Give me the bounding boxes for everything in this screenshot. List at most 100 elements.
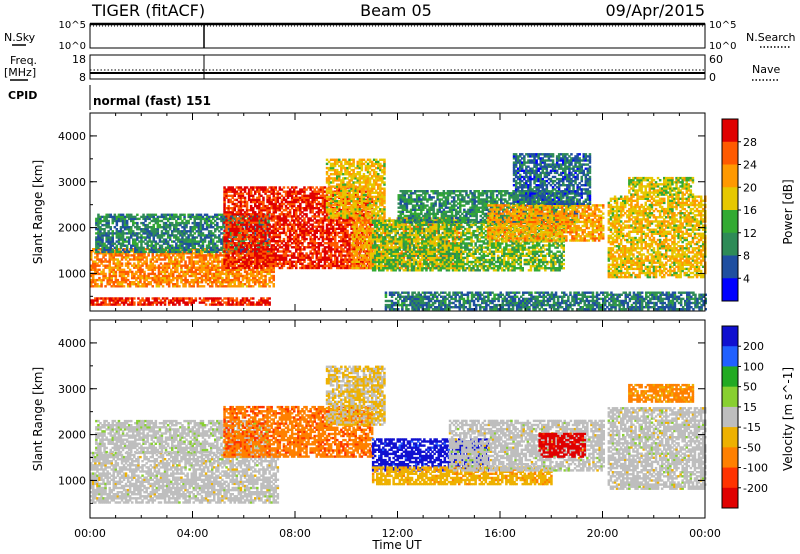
power-cell — [274, 188, 277, 191]
power-cell — [245, 186, 249, 189]
power-cell — [182, 299, 185, 302]
power-cell — [120, 301, 124, 304]
power-cell — [165, 252, 169, 255]
power-cell — [155, 266, 159, 269]
power-cell — [116, 260, 120, 263]
power-cell — [340, 197, 343, 201]
power-cell — [288, 221, 292, 224]
power-cell — [245, 297, 249, 300]
power-cell — [188, 297, 191, 300]
power-cell — [140, 242, 143, 245]
power-cell — [264, 233, 267, 237]
power-cell — [137, 264, 140, 267]
power-cell — [231, 254, 234, 257]
power-cell — [266, 188, 269, 191]
power-cell — [145, 274, 148, 278]
power-cell — [155, 252, 159, 255]
power-cell — [148, 236, 151, 239]
power-cell — [112, 285, 115, 288]
power-cell — [182, 256, 185, 259]
power-cell — [153, 278, 157, 282]
power-cell — [182, 264, 185, 267]
power-cell — [121, 213, 125, 216]
power-cell — [178, 303, 181, 306]
power-cell — [299, 221, 302, 224]
power-cell — [96, 285, 99, 288]
power-cell — [233, 256, 236, 259]
power-cell — [254, 215, 257, 218]
power-cell — [194, 299, 198, 302]
power-cell — [96, 297, 99, 300]
power-cell — [165, 266, 169, 269]
power-cell — [116, 278, 120, 282]
power-cell — [97, 246, 100, 249]
power-cell — [293, 254, 296, 257]
power-cell — [174, 283, 177, 286]
power-cell — [307, 198, 310, 202]
power-cell — [114, 266, 118, 269]
power-cell — [192, 301, 195, 304]
power-cell — [193, 232, 196, 235]
power-cell — [348, 240, 351, 243]
power-cell — [124, 276, 128, 280]
power-cell — [190, 285, 193, 288]
power-cell — [237, 266, 241, 270]
power-cell — [184, 252, 187, 255]
power-cell — [288, 211, 292, 214]
power-cell — [180, 276, 183, 280]
power-cell — [116, 264, 120, 267]
power-cell — [200, 301, 204, 304]
power-cell — [128, 270, 132, 274]
power-cell — [193, 246, 196, 249]
power-cell — [119, 246, 123, 249]
power-cell — [149, 262, 152, 265]
power-cell — [193, 219, 196, 223]
power-cell — [147, 281, 150, 284]
power-cell — [158, 223, 162, 227]
power-cell — [190, 260, 193, 263]
power-cell — [141, 303, 144, 306]
power-cell — [184, 281, 187, 284]
power-cell — [131, 297, 134, 300]
power-cell — [188, 268, 191, 271]
power-cell — [106, 297, 109, 300]
power-cell — [116, 285, 120, 288]
power-cell — [159, 303, 163, 306]
power-cell — [227, 274, 230, 278]
power-cell — [342, 248, 345, 251]
power-cell — [176, 281, 179, 284]
power-cell — [346, 229, 349, 232]
power-cell — [344, 237, 347, 241]
power-cell — [319, 260, 323, 263]
power-cell — [280, 266, 284, 270]
power-cell — [104, 254, 107, 257]
power-cell — [108, 297, 111, 300]
power-cell — [135, 258, 138, 261]
power-cell — [229, 221, 232, 224]
power-cell — [342, 164, 345, 168]
power-cell — [145, 278, 148, 282]
power-cell — [139, 272, 142, 276]
power-cell — [108, 262, 111, 265]
power-cell — [176, 299, 179, 302]
power-cell — [102, 274, 105, 278]
power-cell — [284, 256, 288, 259]
power-cell — [195, 236, 199, 239]
power-cell — [163, 281, 167, 284]
power-cell — [184, 301, 187, 304]
power-cell — [231, 303, 234, 306]
power-cell — [155, 301, 159, 304]
power-cell — [208, 303, 212, 306]
power-cell — [96, 303, 99, 306]
nsearch-tick-bottom: 10^0 — [709, 41, 736, 52]
power-cell — [225, 303, 228, 306]
power-cell — [323, 266, 327, 270]
power-cell — [139, 258, 142, 261]
power-cell — [188, 252, 191, 255]
power-cell — [163, 252, 167, 255]
power-cell — [184, 262, 187, 265]
power-cell — [233, 215, 236, 218]
power-cell — [120, 281, 124, 284]
power-cell — [106, 303, 109, 306]
